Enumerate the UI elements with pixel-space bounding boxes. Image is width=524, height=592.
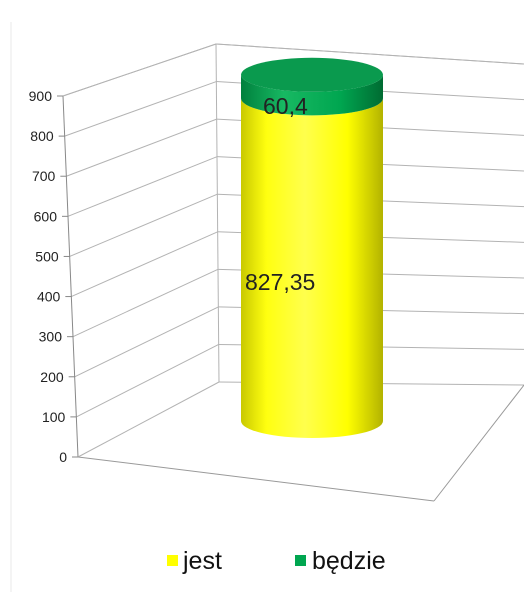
legend-swatch-bedzie: [295, 555, 306, 566]
gridline-side: [69, 193, 218, 257]
legend-label-bedzie: będzie: [312, 547, 386, 575]
gridline-side: [74, 306, 219, 378]
y-tick-label: 200: [40, 369, 64, 385]
y-tick-label: 300: [39, 329, 63, 345]
y-tick-label: 400: [37, 289, 61, 305]
gridline-side: [67, 156, 218, 217]
y-axis-tick-labels: 0 100 200 300 400 500 600 700 800 900: [29, 88, 68, 465]
y-tick-label: 700: [32, 168, 56, 184]
gridline-side: [64, 81, 217, 137]
back-corner-edge: [215, 43, 220, 383]
gridline-side: [66, 118, 217, 177]
gridline-side: [71, 231, 218, 298]
y-tick-label: 900: [29, 88, 53, 104]
bar-top-cap: [241, 57, 383, 92]
data-label-jest: 827,35: [245, 269, 315, 295]
legend-swatch-jest: [167, 555, 178, 566]
side-wall-top-edge: [62, 43, 217, 97]
floor-front-edge: [77, 456, 435, 502]
data-label-bedzie: 60,4: [263, 93, 308, 119]
bar-segment-bedzie: [241, 74, 383, 116]
data-labels: 827,35 60,4: [245, 93, 315, 295]
legend-label-jest: jest: [182, 547, 222, 575]
y-tick-label: 0: [59, 449, 67, 465]
gridline-side: [72, 268, 219, 338]
back-wall-top-edge: [215, 43, 524, 65]
bar-segment-jest: [241, 98, 383, 439]
y-tick-label: 800: [30, 128, 54, 144]
y-axis-line: [62, 95, 79, 458]
gridline-side: [76, 343, 219, 418]
y-tick-label: 500: [35, 248, 59, 264]
axes: [57, 43, 524, 502]
y-tick-label: 100: [42, 409, 66, 425]
floor-right-edge: [433, 384, 524, 502]
stacked-cylinder-bar: [241, 57, 383, 439]
legend: jest będzie: [167, 547, 386, 575]
floor-side-edge: [77, 381, 220, 458]
y-tick-label: 600: [34, 208, 58, 224]
